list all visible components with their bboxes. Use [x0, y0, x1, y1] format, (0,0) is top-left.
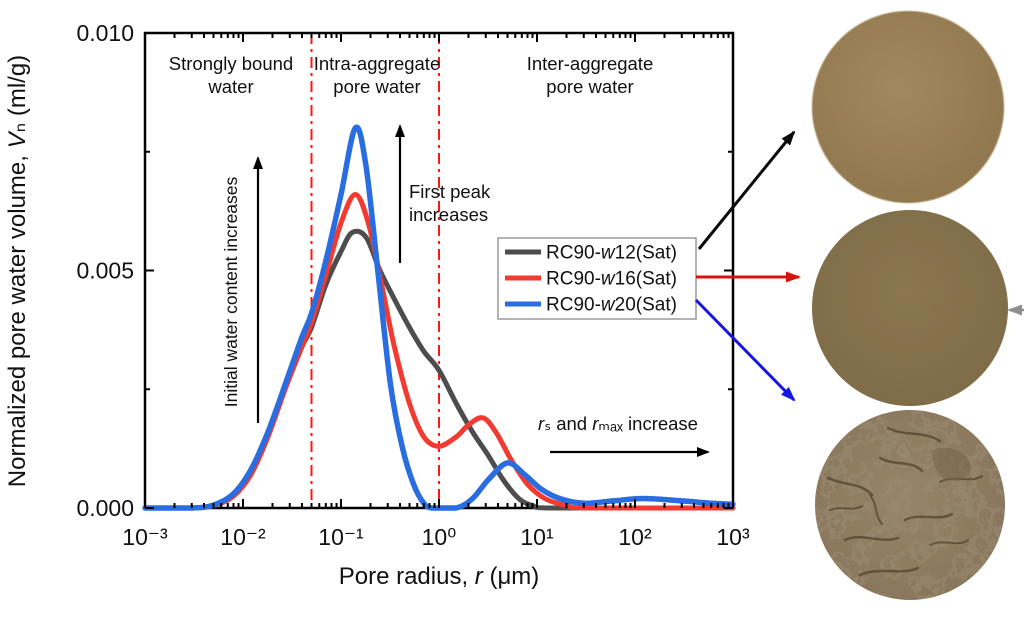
region-label-strongly-bound: Strongly bound — [169, 53, 293, 74]
x-tick-label: 10² — [618, 524, 652, 550]
crack-line — [829, 505, 863, 511]
x-tick-label: 10³ — [716, 524, 750, 550]
sample-photo-w12 — [811, 10, 1005, 204]
dark-patch — [932, 447, 972, 481]
region-label-intra-aggregate: Intra-aggregate — [314, 53, 441, 74]
region-boundary-lines — [310, 33, 440, 508]
legend-label-RC90-w20(Sat): RC90-w20(Sat) — [546, 295, 677, 316]
y-tick-label: 0.010 — [76, 20, 134, 46]
x-tick-label: 10⁰ — [422, 524, 457, 550]
connector-arrow-w12 — [697, 130, 796, 250]
region-label-intra-aggregate-2: pore water — [333, 76, 420, 97]
curves — [142, 124, 736, 511]
annotation-first-peak: First peak — [409, 181, 491, 202]
legend-label-RC90-w12(Sat): RC90-w12(Sat) — [546, 243, 677, 264]
connector-arrows — [694, 130, 1024, 402]
region-label-inter-aggregate-2: pore water — [546, 76, 633, 97]
x-tick-label: 10⁻¹ — [318, 524, 364, 550]
crack-line — [929, 539, 969, 546]
y-tick-label: 0.005 — [76, 258, 134, 284]
crack-line — [878, 456, 924, 473]
sample-photos — [811, 10, 1008, 600]
crack-line — [843, 535, 900, 542]
x-tick-label: 10⁻³ — [122, 524, 168, 550]
x-axis-title: Pore radius, r (μm) — [339, 563, 540, 590]
annotation-first-peak-2: increases — [409, 204, 488, 225]
sample-photo-w20 — [815, 410, 1005, 600]
curve-RC90-w20(Sat) — [142, 124, 736, 511]
y-tick-label: 0.000 — [76, 495, 134, 521]
crack-line — [903, 512, 954, 522]
crack-line — [869, 494, 883, 525]
legend: RC90-w12(Sat) RC90-w16(Sat) RC90-w20(Sat) — [497, 237, 697, 320]
x-tick-label: 10¹ — [520, 524, 554, 550]
x-tick-label: 10⁻² — [220, 524, 266, 550]
crack-line — [826, 476, 874, 497]
crack-line — [858, 566, 920, 577]
crack-line — [939, 475, 983, 483]
annotation-initial-water-content: Initial water content increases — [221, 176, 241, 407]
sample-photo-w20-cracks — [826, 426, 983, 577]
annotation-rs-rmax: rₛ and rₘₐₓ increase — [538, 413, 698, 434]
connector-arrow-w20 — [694, 298, 796, 402]
legend-rows: RC90-w12(Sat) RC90-w16(Sat) RC90-w20(Sat) — [505, 243, 677, 316]
sample-photo-w16 — [812, 210, 1008, 406]
crack-line — [886, 426, 942, 443]
legend-label-RC90-w16(Sat): RC90-w16(Sat) — [546, 269, 677, 290]
axis-ticks — [144, 32, 734, 509]
region-label-strongly-bound-2: water — [207, 76, 253, 97]
plot-area: 10⁻³ 10⁻² 10⁻¹ 10⁰ 10¹ 10² 10³0.0000.0050.010 … — [4, 20, 750, 590]
region-label-inter-aggregate: Inter-aggregate — [527, 53, 654, 74]
y-axis-title: Normalized pore water volume, Vₙ (ml/g) — [4, 55, 31, 487]
axis-tick-labels: 10⁻³ 10⁻² 10⁻¹ 10⁰ 10¹ 10² 10³ 0.000 0.005 0.010 — [76, 20, 750, 550]
